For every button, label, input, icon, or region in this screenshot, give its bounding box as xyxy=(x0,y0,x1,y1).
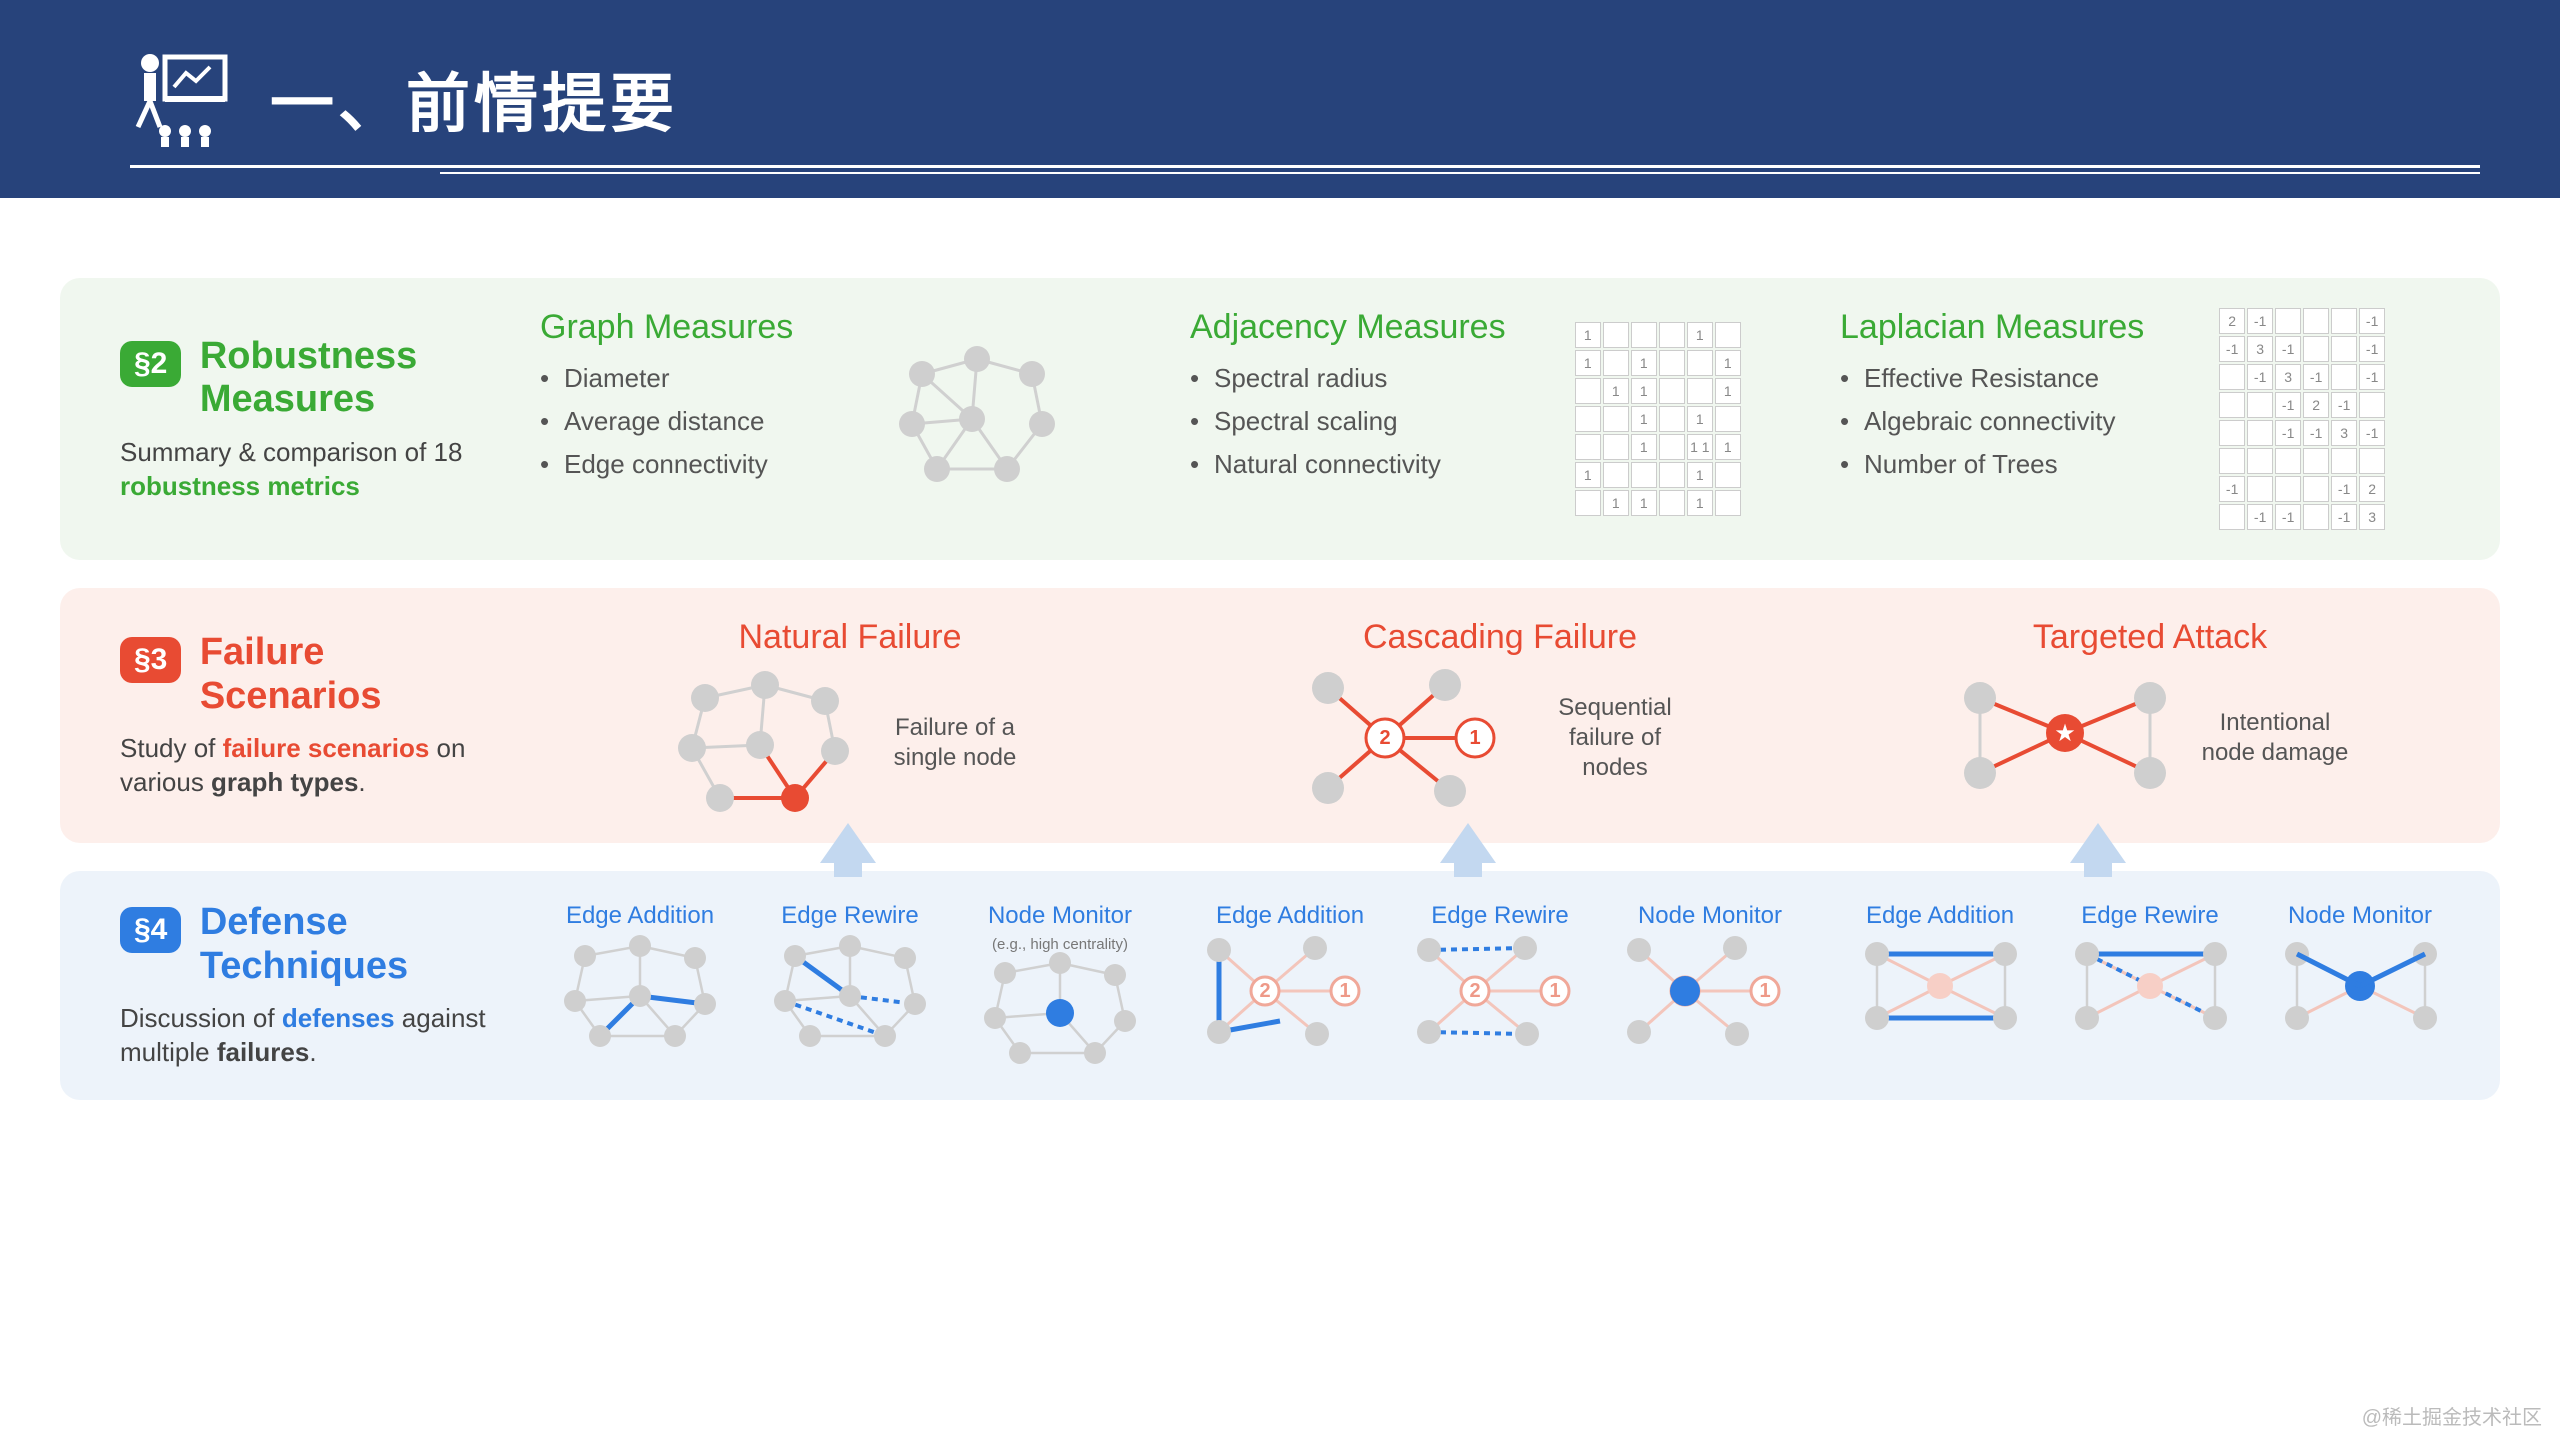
defense-item: Edge Addition xyxy=(1840,902,2040,1068)
defense-label: Edge Addition xyxy=(1840,902,2040,930)
slide-header: 一、前情提要 xyxy=(0,0,2560,198)
col-title: Laplacian Measures xyxy=(1840,308,2144,347)
defense-item: Edge Rewire xyxy=(750,902,950,1068)
presentation-icon xyxy=(130,49,230,149)
header-rule-2 xyxy=(440,172,2480,174)
up-arrow-icon xyxy=(2070,823,2126,863)
section-label: §2 RobustnessMeasures Summary & comparis… xyxy=(120,335,540,504)
header-rule xyxy=(130,165,2480,168)
svg-text:1: 1 xyxy=(1549,980,1560,1002)
defense-label: Edge Rewire xyxy=(750,902,950,930)
section-badge: §3 xyxy=(120,637,181,683)
col-adjacency: Adjacency Measures Spectral radius Spect… xyxy=(1190,308,1810,530)
col-graph-measures: Graph Measures Diameter Average distance… xyxy=(540,308,1160,530)
sections-container: §2 RobustnessMeasures Summary & comparis… xyxy=(0,198,2560,1100)
adj-matrix: 111111111111 1111111 xyxy=(1506,308,1810,530)
section-defense: §4 DefenseTechniques Discussion of defen… xyxy=(60,871,2500,1100)
up-arrow-icon xyxy=(1440,823,1496,863)
section-subtitle: Discussion of defenses against multiple … xyxy=(120,1002,540,1070)
defense-group: Edge Addition Edge Rewire Node Monitor(e.g… xyxy=(540,902,1160,1068)
section-subtitle: Summary & comparison of 18 robustness me… xyxy=(120,436,540,504)
defense-item: Node Monitor21 xyxy=(1610,902,1810,1068)
col-items: Diameter Average distance Edge connectiv… xyxy=(540,363,793,480)
section-title: RobustnessMeasures xyxy=(200,335,417,422)
col-title: Adjacency Measures xyxy=(1190,308,1506,347)
section-failure: §3 FailureScenarios Study of failure sce… xyxy=(60,588,2500,843)
svg-text:1: 1 xyxy=(1759,980,1770,1002)
col-laplacian: Laplacian Measures Effective Resistance … xyxy=(1840,308,2460,530)
defense-label: Node Monitor xyxy=(2260,902,2460,930)
defense-label: Edge Rewire xyxy=(2050,902,2250,930)
col-title: Graph Measures xyxy=(540,308,793,347)
watermark: @稀土掘金技术社区 xyxy=(2362,1401,2542,1430)
defense-item: Edge Addition 2 1 xyxy=(1190,902,1390,1068)
defense-item: Edge Addition xyxy=(540,902,740,1068)
section-badge: §4 xyxy=(120,907,181,953)
svg-text:2: 2 xyxy=(1469,980,1480,1002)
defense-label: Node Monitor xyxy=(960,902,1160,930)
defense-label: Edge Rewire xyxy=(1400,902,1600,930)
defense-item: Node Monitor xyxy=(2260,902,2460,1068)
defense-item: Edge Rewire 2 1 xyxy=(1400,902,1600,1068)
up-arrow-icon xyxy=(820,823,876,863)
svg-text:2: 2 xyxy=(1379,727,1390,749)
svg-text:1: 1 xyxy=(1469,727,1480,749)
defense-label: Edge Addition xyxy=(540,902,740,930)
svg-text:★: ★ xyxy=(2054,720,2076,747)
slide-title: 一、前情提要 xyxy=(270,53,678,145)
lap-matrix: 2-1-1-13-1-1-13-1-1-12-1-1-13-1-1-12-1-1… xyxy=(2144,308,2460,530)
defense-item: Node Monitor(e.g., high centrality) xyxy=(960,902,1160,1068)
section-badge: §2 xyxy=(120,341,181,387)
col-targeted: Targeted Attack ★ Intentional node damag… xyxy=(1840,618,2460,813)
defense-label: Node Monitor xyxy=(1610,902,1810,930)
section-title: FailureScenarios xyxy=(200,631,382,718)
col-natural-failure: Natural Failure Failure of a single node xyxy=(540,618,1160,813)
section-subtitle: Study of failure scenarios on various gr… xyxy=(120,732,540,800)
defense-label: Edge Addition xyxy=(1190,902,1390,930)
svg-text:1: 1 xyxy=(1339,980,1350,1002)
columns: Graph Measures Diameter Average distance… xyxy=(540,308,2460,530)
section-title: DefenseTechniques xyxy=(200,901,408,988)
svg-text:2: 2 xyxy=(1259,980,1270,1002)
col-cascading: Cascading Failure 21 Sequential failure … xyxy=(1190,618,1810,813)
defense-group: Edge Addition Edge Rewire Node Monitor xyxy=(1840,902,2460,1068)
defense-item: Edge Rewire xyxy=(2050,902,2250,1068)
graph-visual xyxy=(793,308,1160,530)
defense-group: Edge Addition21Edge Rewire21Node Monitor… xyxy=(1190,902,1810,1068)
section-robustness: §2 RobustnessMeasures Summary & comparis… xyxy=(60,278,2500,560)
